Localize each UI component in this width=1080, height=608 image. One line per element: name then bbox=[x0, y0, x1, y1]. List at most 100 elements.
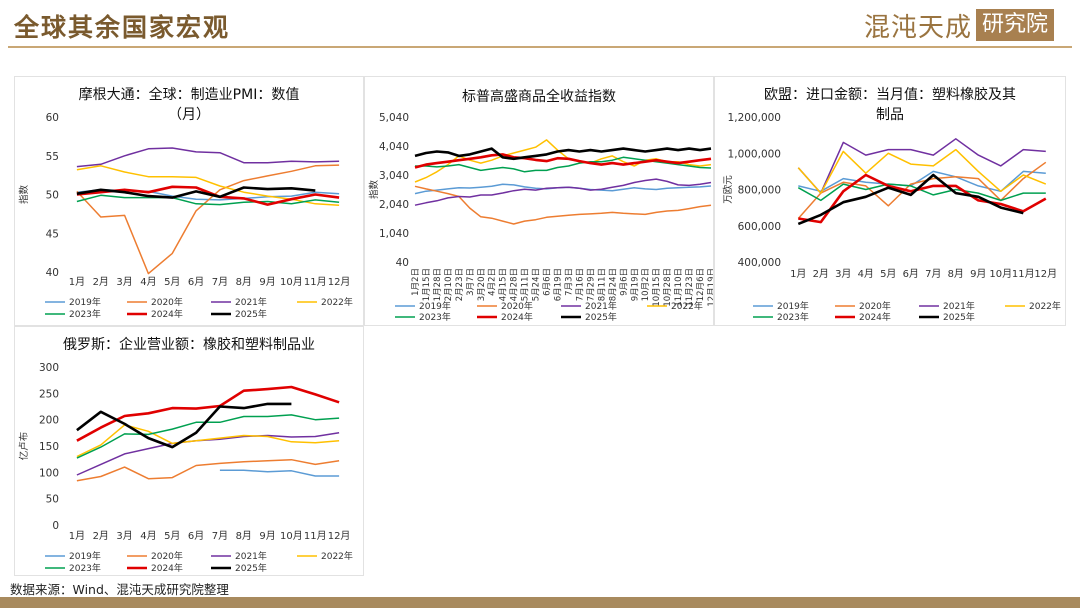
x-tick-label: 4月15日 bbox=[499, 268, 509, 301]
chart-title: 俄罗斯：企业营业额：橡胶和塑料制品业 bbox=[63, 336, 315, 353]
y-axis-label: 万欧元 bbox=[722, 175, 734, 204]
x-tick-label: 3月 bbox=[835, 268, 851, 280]
legend-label: 2022年 bbox=[1029, 300, 1061, 312]
x-tick-label: 2月 bbox=[93, 276, 109, 288]
data-source-note: 数据来源：Wind、混沌天成研究院整理 bbox=[10, 582, 229, 597]
x-tick-label: 1月 bbox=[790, 268, 806, 280]
x-tick-label: 1月28日 bbox=[433, 268, 443, 301]
x-tick-label: 4月 bbox=[140, 276, 156, 288]
y-tick-label: 100 bbox=[39, 467, 59, 479]
x-tick-label: 2月10日 bbox=[444, 268, 454, 301]
y-tick-label: 800,000 bbox=[738, 185, 781, 197]
legend-label: 2022年 bbox=[321, 550, 353, 562]
x-tick-label: 10月 bbox=[989, 268, 1012, 280]
legend-label: 2022年 bbox=[321, 296, 353, 308]
x-tick-label: 6月 bbox=[188, 276, 204, 288]
y-tick-label: 3,040 bbox=[379, 170, 409, 182]
x-tick-label: 6月 bbox=[903, 268, 919, 280]
x-tick-label: 1月15日 bbox=[422, 268, 432, 301]
chart-pmi: 摩根大通：全球：制造业PMI：数值 （月） 40 45 50 55 60 指数 1月 2月 3月 4月… bbox=[18, 86, 353, 320]
x-tick-label: 2月23日 bbox=[455, 268, 465, 301]
series-line bbox=[414, 183, 712, 195]
y-axis-label: 亿卢布 bbox=[18, 432, 30, 461]
y-tick-label: 1,040 bbox=[379, 228, 409, 240]
legend-label: 2020年 bbox=[501, 300, 533, 312]
y-tick-label: 2,040 bbox=[379, 199, 409, 211]
legend-label: 2019年 bbox=[69, 550, 101, 562]
x-tick-label: 7月29日 bbox=[586, 268, 596, 301]
x-tick-label: 11月23日 bbox=[685, 268, 695, 307]
x-tick-label: 9月6日 bbox=[619, 268, 629, 296]
x-tick-label: 5月24日 bbox=[532, 268, 542, 301]
legend-label: 2021年 bbox=[943, 300, 975, 312]
y-tick-label: 4,040 bbox=[379, 141, 409, 153]
x-tick-label: 11月 bbox=[304, 276, 327, 288]
x-tick-label: 9月 bbox=[259, 530, 275, 542]
x-tick-label: 2月 bbox=[93, 530, 109, 542]
legend-label: 2025年 bbox=[235, 308, 267, 320]
x-tick-label: 5月 bbox=[164, 530, 180, 542]
x-tick-label: 4月2日 bbox=[488, 268, 498, 296]
series-line bbox=[76, 458, 340, 482]
x-tick-label: 12月 bbox=[1034, 268, 1057, 280]
x-tick-label: 7月16日 bbox=[575, 268, 585, 301]
x-tick-label: 2月 bbox=[813, 268, 829, 280]
chart-title: 标普高盛商品全收益指数 bbox=[462, 88, 616, 105]
series-line bbox=[797, 183, 1046, 202]
x-tick-label: 8月 bbox=[236, 276, 252, 288]
x-tick-label: 10月2日 bbox=[641, 268, 651, 301]
x-tick-label: 12月6日 bbox=[696, 268, 706, 301]
y-axis-label: 指数 bbox=[18, 185, 30, 205]
y-tick-label: 300 bbox=[39, 362, 59, 374]
legend-label: 2023年 bbox=[69, 562, 101, 574]
series-line bbox=[76, 186, 316, 199]
y-tick-label: 60 bbox=[46, 112, 59, 124]
x-tick-label: 11月 bbox=[304, 530, 327, 542]
legend-label: 2021年 bbox=[235, 550, 267, 562]
x-tick-label: 12月19日 bbox=[707, 268, 713, 307]
series-line bbox=[76, 194, 340, 206]
x-tick-label: 8月 bbox=[236, 530, 252, 542]
series-line bbox=[76, 402, 292, 449]
legend-label: 2019年 bbox=[69, 296, 101, 308]
x-tick-label: 3月7日 bbox=[466, 268, 476, 296]
x-tick-label: 7月 bbox=[212, 530, 228, 542]
x-tick-label: 12月 bbox=[328, 276, 351, 288]
legend-label: 2023年 bbox=[69, 308, 101, 320]
series-line bbox=[797, 161, 1047, 219]
legend-label: 2024年 bbox=[151, 562, 183, 574]
chart-ru-revenue: 俄罗斯：企业营业额：橡胶和塑料制品业 0 50 100 150 200 250 300 亿卢布 1… bbox=[18, 336, 353, 574]
y-tick-label: 200 bbox=[39, 415, 59, 427]
x-tick-label: 6月 bbox=[188, 530, 204, 542]
y-tick-label: 1,000,000 bbox=[728, 148, 781, 160]
chart-panel-eu-imports: 欧盟：进口金额：当月值：塑料橡胶及其 制品 400,000 600,000 800,00… bbox=[714, 76, 1066, 326]
series-line bbox=[798, 173, 1047, 224]
chart-title: （月） bbox=[168, 107, 210, 123]
chart-title: 制品 bbox=[876, 107, 904, 123]
y-tick-label: 250 bbox=[39, 388, 59, 400]
y-tick-label: 0 bbox=[52, 520, 59, 532]
series-line bbox=[219, 469, 340, 477]
legend-label: 2023年 bbox=[419, 311, 451, 323]
chart-title: 欧盟：进口金额：当月值：塑料橡胶及其 bbox=[764, 86, 1016, 103]
x-tick-label: 1月2日 bbox=[411, 268, 421, 296]
legend-label: 2022年 bbox=[671, 300, 703, 312]
legend-label: 2025年 bbox=[585, 311, 617, 323]
company-logo: 混沌天成 研究院 bbox=[864, 8, 1054, 43]
y-tick-label: 5,040 bbox=[379, 112, 409, 124]
series-line bbox=[414, 147, 712, 161]
x-tick-label: 7月 bbox=[925, 268, 941, 280]
footer-bar bbox=[0, 597, 1080, 608]
series-line bbox=[414, 178, 712, 206]
series-line bbox=[797, 148, 1047, 194]
legend-label: 2019年 bbox=[777, 300, 809, 312]
legend-label: 2021年 bbox=[235, 296, 267, 308]
series-line bbox=[76, 164, 340, 275]
series-line bbox=[76, 165, 340, 207]
x-tick-label: 9月 bbox=[970, 268, 986, 280]
legend-label: 2025年 bbox=[943, 311, 975, 323]
x-tick-label: 7月 bbox=[212, 276, 228, 288]
x-tick-label: 4月28日 bbox=[510, 268, 520, 301]
series-line bbox=[797, 138, 1046, 194]
